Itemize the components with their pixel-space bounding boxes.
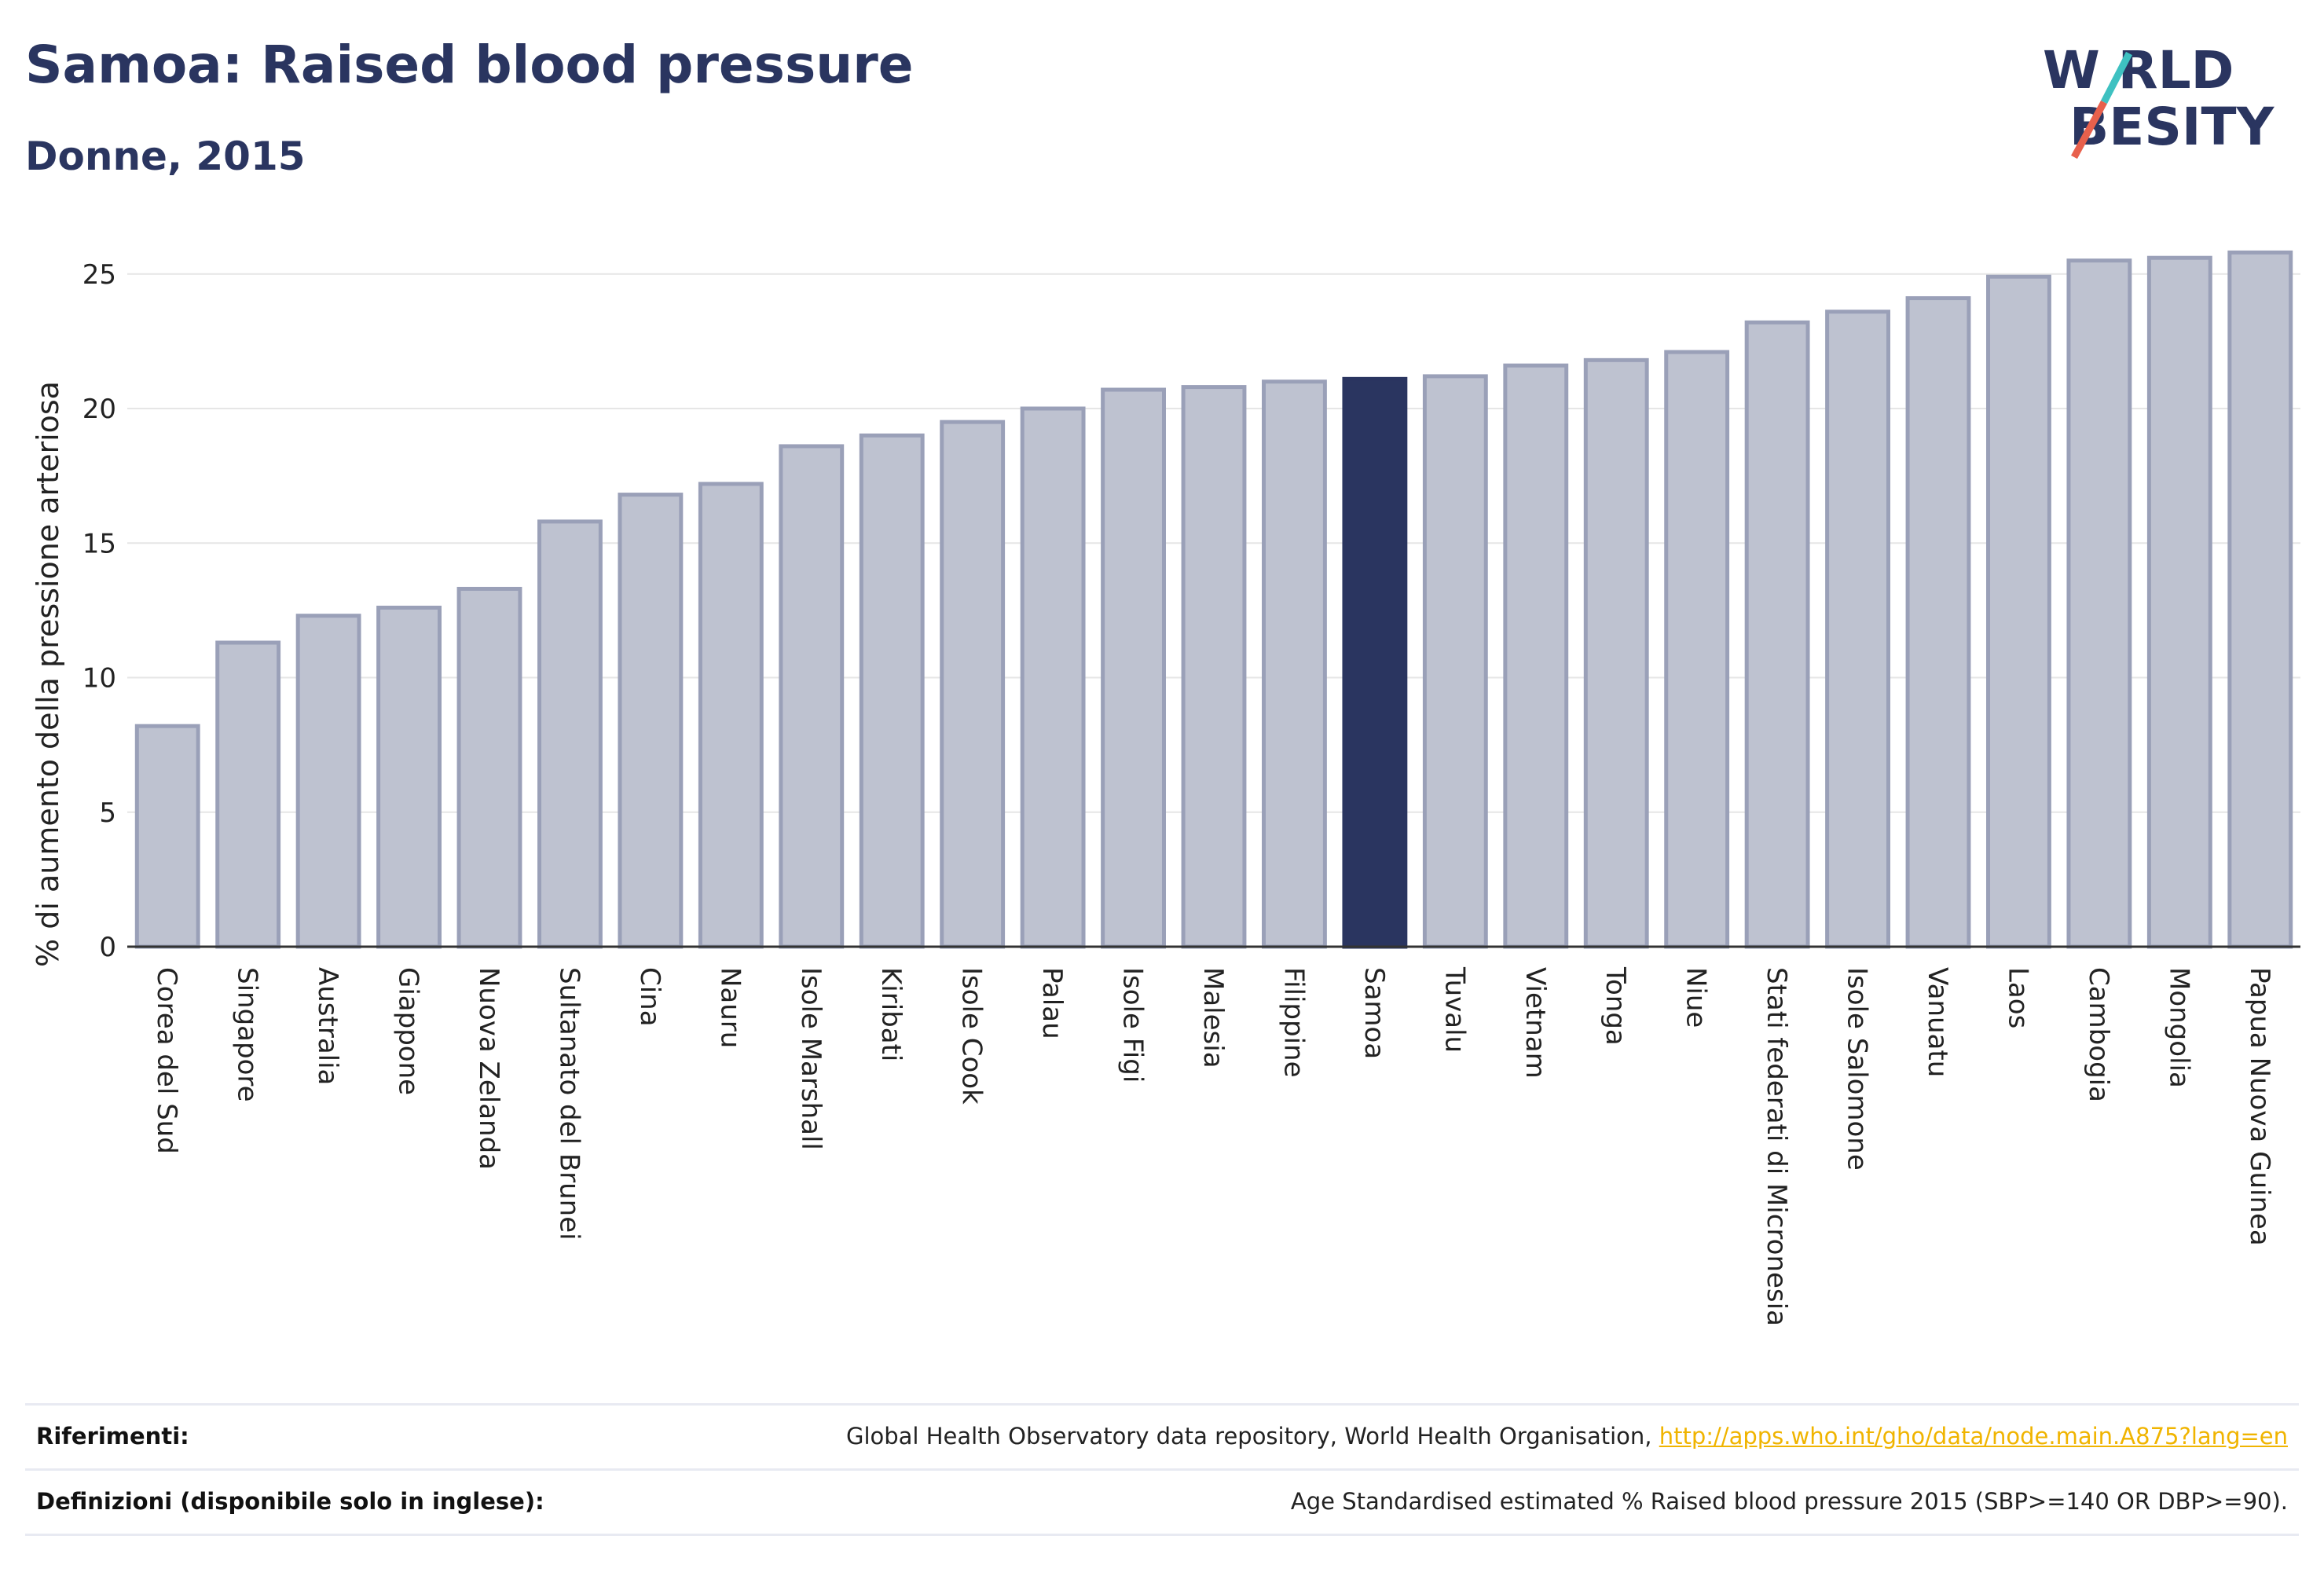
x-tick-label: Laos bbox=[2002, 967, 2033, 1028]
bar[interactable] bbox=[1825, 310, 1890, 949]
references-label: Riferimenti: bbox=[36, 1423, 189, 1450]
bar[interactable] bbox=[295, 614, 361, 949]
references-row: Riferimenti: Global Health Observatory d… bbox=[25, 1403, 2299, 1468]
world-obesity-logo: W RLD BESITY bbox=[2043, 40, 2275, 159]
x-tick-label: Tonga bbox=[1600, 966, 1631, 1046]
x-tick-label: Isole Figi bbox=[1117, 967, 1149, 1083]
bar[interactable] bbox=[940, 420, 1006, 949]
x-tick-label: Isole Salomone bbox=[1842, 967, 1873, 1171]
x-tick-label: Sultanato del Brunei bbox=[553, 967, 585, 1241]
x-tick-label: Isole Marshall bbox=[795, 967, 827, 1150]
bar[interactable] bbox=[1262, 379, 1327, 949]
bar[interactable] bbox=[215, 640, 281, 949]
bars bbox=[134, 250, 2293, 949]
y-axis-title: % di aumento della pressione arteriosa bbox=[31, 381, 65, 967]
bar[interactable] bbox=[1020, 406, 1086, 949]
x-tick-label: Vietnam bbox=[1519, 967, 1551, 1079]
x-tick-label: Kiribati bbox=[875, 967, 907, 1061]
bar[interactable] bbox=[779, 444, 845, 949]
x-tick-label: Singapore bbox=[232, 967, 263, 1102]
x-tick-label: Malesia bbox=[1197, 967, 1229, 1068]
bar[interactable] bbox=[537, 519, 603, 949]
bar-chart: 0 5 10 15 20 25 Corea del Sud Singapore Australi… bbox=[31, 250, 2300, 1326]
bar[interactable] bbox=[698, 482, 764, 949]
y-tick-label: 10 bbox=[82, 663, 116, 695]
bar[interactable] bbox=[1101, 387, 1166, 949]
definitions-row: Definizioni (disponibile solo in inglese… bbox=[25, 1468, 2299, 1536]
bar[interactable] bbox=[2146, 255, 2212, 949]
x-tick-label: Giappone bbox=[393, 967, 424, 1095]
references-value: Global Health Observatory data repositor… bbox=[846, 1423, 2288, 1450]
bar[interactable] bbox=[1583, 357, 1649, 949]
bar[interactable] bbox=[2227, 250, 2293, 949]
bar[interactable] bbox=[1181, 385, 1247, 949]
x-tick-label: Corea del Sud bbox=[151, 967, 182, 1154]
bar[interactable] bbox=[1503, 363, 1569, 949]
references-text: Global Health Observatory data repositor… bbox=[845, 1423, 1659, 1450]
bar-highlighted[interactable] bbox=[1342, 376, 1408, 949]
x-tick-label: Filippine bbox=[1277, 967, 1309, 1078]
x-tick-label: Palau bbox=[1036, 967, 1068, 1039]
x-tick-label: Samoa bbox=[1358, 967, 1390, 1059]
x-tick-label: Vanuatu bbox=[1922, 967, 1953, 1077]
bar[interactable] bbox=[134, 724, 200, 949]
x-tick-label: Isole Cook bbox=[956, 967, 988, 1105]
x-tick-label: Nauru bbox=[714, 967, 746, 1048]
bar[interactable] bbox=[456, 586, 522, 949]
bar[interactable] bbox=[1986, 274, 2051, 949]
y-tick-label: 15 bbox=[82, 528, 116, 559]
x-tick-label: Cina bbox=[634, 967, 665, 1027]
logo-slash-red-icon bbox=[2071, 100, 2107, 159]
x-tick-label: Papua Nuova Guinea bbox=[2244, 967, 2275, 1246]
x-tick-label: Nuova Zelanda bbox=[473, 967, 504, 1170]
bar[interactable] bbox=[1744, 320, 1810, 949]
bar[interactable] bbox=[1905, 296, 1971, 949]
chart-title: Samoa: Raised blood pressure bbox=[25, 35, 914, 95]
definitions-value: Age Standardised estimated % Raised bloo… bbox=[1290, 1488, 2288, 1515]
definitions-label: Definizioni (disponibile solo in inglese… bbox=[36, 1488, 544, 1515]
x-tick-label: Mongolia bbox=[2163, 967, 2194, 1088]
logo-slash-teal-icon bbox=[2101, 51, 2132, 104]
bar[interactable] bbox=[618, 493, 684, 949]
bar[interactable] bbox=[2066, 258, 2132, 949]
y-tick-label: 0 bbox=[99, 932, 116, 963]
x-tick-label: Niue bbox=[1681, 967, 1712, 1028]
x-tick-label: Cambogia bbox=[2083, 967, 2114, 1102]
references-link[interactable]: http://apps.who.int/gho/data/node.main.A… bbox=[1659, 1423, 2288, 1450]
logo-line-1: W RLD bbox=[2043, 40, 2234, 101]
bar[interactable] bbox=[376, 605, 442, 949]
footer: Riferimenti: Global Health Observatory d… bbox=[25, 1403, 2299, 1536]
x-tick-label: Tuvalu bbox=[1439, 966, 1470, 1053]
bar[interactable] bbox=[1422, 374, 1488, 949]
x-tick-label: Stati federati di Micronesia bbox=[1761, 967, 1792, 1326]
axes: 0 5 10 15 20 25 Corea del Sud Singapore Australi… bbox=[82, 259, 2300, 1326]
y-tick-label: 5 bbox=[99, 797, 116, 829]
bar[interactable] bbox=[1664, 350, 1730, 949]
chart-subtitle: Donne, 2015 bbox=[25, 134, 306, 179]
y-tick-label: 20 bbox=[82, 394, 116, 425]
y-tick-label: 25 bbox=[82, 259, 116, 291]
bar[interactable] bbox=[859, 433, 925, 949]
x-tick-label: Australia bbox=[312, 967, 343, 1085]
